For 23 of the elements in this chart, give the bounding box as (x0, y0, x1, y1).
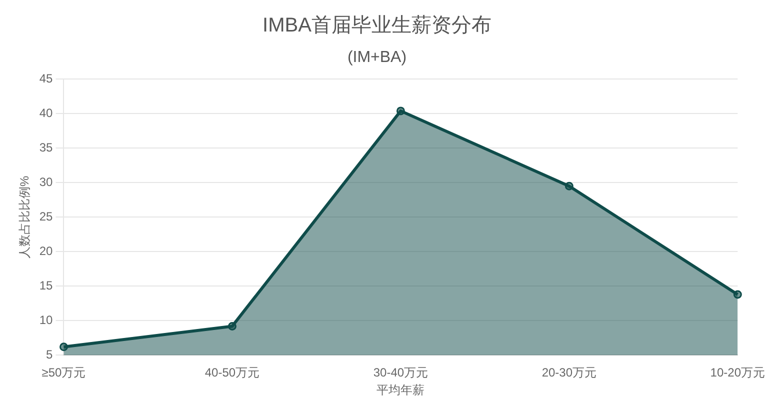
point (228, 322, 236, 330)
point (396, 106, 405, 116)
x-tick-label: 30-40万元 (373, 366, 428, 380)
point (564, 182, 574, 190)
y-tick-label: 20 (39, 244, 54, 258)
y-tick-label: 45 (39, 72, 54, 86)
x-tick-label: ≥50万元 (42, 366, 86, 380)
chart-subtitle: (IM+BA) (347, 49, 407, 66)
y-tick-label: 10 (39, 313, 54, 328)
x-tick-label: 40-50万元 (204, 366, 260, 380)
y-axis-title: 人数占比比例% (18, 176, 32, 259)
chart-title: IMBA首届毕业生薪资分布 (262, 14, 492, 37)
x-tick-label: 20-30万元 (542, 366, 597, 380)
y-tick-label: 30 (39, 175, 54, 190)
point (733, 290, 742, 299)
x-tick-label: 10-20万元 (710, 366, 766, 380)
x-axis-title: 平均年薪 (376, 383, 425, 398)
y-tick-label: 15 (39, 278, 54, 293)
point (60, 342, 68, 352)
y-tick-label: 40 (39, 106, 54, 120)
y-tick-label: 25 (39, 210, 54, 224)
y-tick-label: 35 (39, 140, 54, 155)
y-tick-label: 5 (46, 348, 54, 362)
